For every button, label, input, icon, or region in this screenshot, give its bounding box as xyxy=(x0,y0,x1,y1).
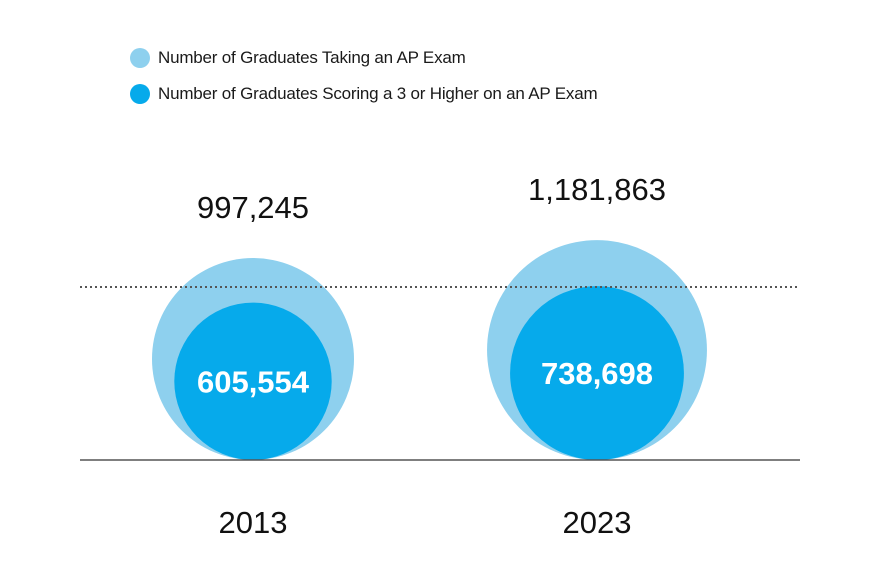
value-label-taking-2013: 997,245 xyxy=(197,190,309,225)
value-label-taking-2023: 1,181,863 xyxy=(528,172,666,207)
bubble-scoring-2023 xyxy=(510,286,684,460)
legend-label-scoring: Number of Graduates Scoring a 3 or Highe… xyxy=(158,84,598,103)
bubbles-group xyxy=(152,240,707,460)
bubble-scoring-2013 xyxy=(174,302,332,460)
category-label-2023: 2023 xyxy=(563,505,632,540)
legend-item-taking: Number of Graduates Taking an AP Exam xyxy=(130,46,597,70)
legend-item-scoring: Number of Graduates Scoring a 3 or Highe… xyxy=(130,82,598,106)
category-label-2013: 2013 xyxy=(219,505,288,540)
legend-swatch-taking xyxy=(130,48,150,68)
value-label-scoring-2013: 605,554 xyxy=(197,364,310,399)
labels-group: 997,245 605,554 2013 1,181,863 738,698 2023 xyxy=(197,172,666,540)
value-label-scoring-2023: 738,698 xyxy=(541,356,653,391)
legend: Number of Graduates Taking an AP Exam Nu… xyxy=(130,46,598,118)
legend-swatch-scoring xyxy=(130,84,150,104)
legend-label-taking: Number of Graduates Taking an AP Exam xyxy=(158,48,466,67)
